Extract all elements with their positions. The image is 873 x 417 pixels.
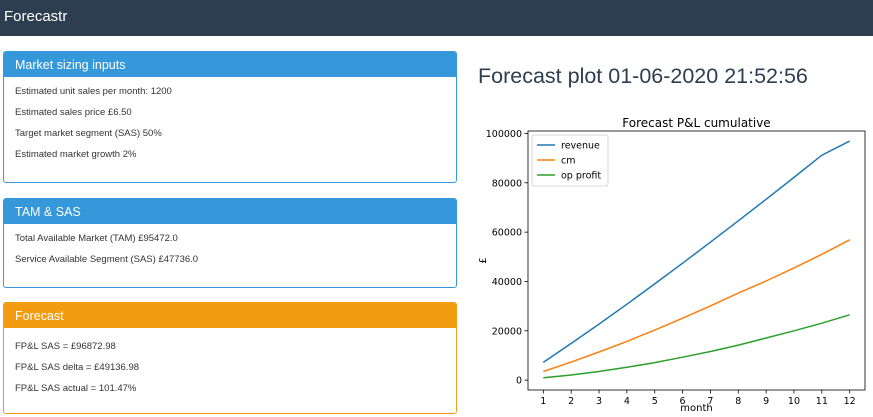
x-tick-label: 5 — [652, 396, 658, 407]
y-tick-label: 20000 — [492, 326, 522, 337]
brand-link[interactable]: Forecastr — [4, 8, 68, 25]
series-line-revenue — [542, 140, 851, 364]
x-tick-label: 10 — [788, 396, 800, 407]
tam-sas-header: TAM & SAS — [4, 199, 456, 224]
forecast-panel: Forecast FP&L SAS = £96872.98 FP&L SAS d… — [3, 302, 457, 414]
series-line-op-profit — [543, 314, 850, 379]
legend-box — [531, 134, 609, 187]
chart-title: Forecast P&L cumulative — [622, 116, 770, 130]
y-tick-label: 40000 — [492, 277, 522, 288]
market-growth-text: Estimated market growth 2% — [15, 149, 137, 160]
x-tick-label: 3 — [596, 396, 602, 407]
legend-label-revenue: revenue — [561, 141, 600, 152]
x-tick-label: 9 — [763, 396, 769, 407]
legend-label-op-profit: op profit — [561, 171, 601, 182]
x-tick-label: 6 — [680, 396, 686, 407]
forecast-header: Forecast — [4, 303, 456, 328]
x-axis-label: month — [680, 403, 712, 414]
target-segment-text: Target market segment (SAS) 50% — [15, 128, 162, 139]
forecast-plot-heading: Forecast plot 01-06-2020 21:52:56 — [478, 64, 808, 88]
y-axis-label: £ — [478, 257, 489, 263]
y-tick-label: 80000 — [492, 178, 522, 189]
tam-text: Total Available Market (TAM) £95472.0 — [15, 233, 178, 244]
navbar: Forecastr — [0, 0, 873, 36]
sas-text: Service Available Segment (SAS) £47736.0 — [15, 254, 199, 265]
market-sizing-panel: Market sizing inputs Estimated unit sale… — [3, 51, 457, 183]
series-line-cm — [543, 239, 851, 373]
market-sizing-header: Market sizing inputs — [4, 52, 456, 77]
y-tick-label: 60000 — [492, 228, 522, 239]
fpl-sas-delta-text: FP&L SAS delta = £49136.98 — [15, 362, 140, 373]
tam-sas-panel: TAM & SAS Total Available Market (TAM) £… — [3, 198, 457, 288]
legend-label-cm: cm — [561, 156, 575, 167]
fpl-sas-actual-text: FP&L SAS actual = 101.47% — [15, 383, 137, 394]
x-tick-label: 2 — [568, 396, 574, 407]
x-tick-label: 11 — [816, 396, 828, 407]
sales-price-text: Estimated sales price £6.50 — [15, 107, 132, 118]
y-tick-label: 0 — [516, 376, 522, 387]
x-tick-label: 12 — [844, 396, 856, 407]
unit-sales-text: Estimated unit sales per month: 1200 — [15, 86, 172, 97]
fpl-sas-text: FP&L SAS = £96872.98 — [15, 341, 116, 352]
y-tick-label: 100000 — [486, 129, 522, 140]
x-tick-label: 7 — [707, 396, 713, 407]
x-tick-label: 8 — [735, 396, 741, 407]
x-tick-label: 4 — [624, 396, 630, 407]
plot-frame — [527, 130, 866, 391]
x-tick-label: 1 — [540, 396, 546, 407]
